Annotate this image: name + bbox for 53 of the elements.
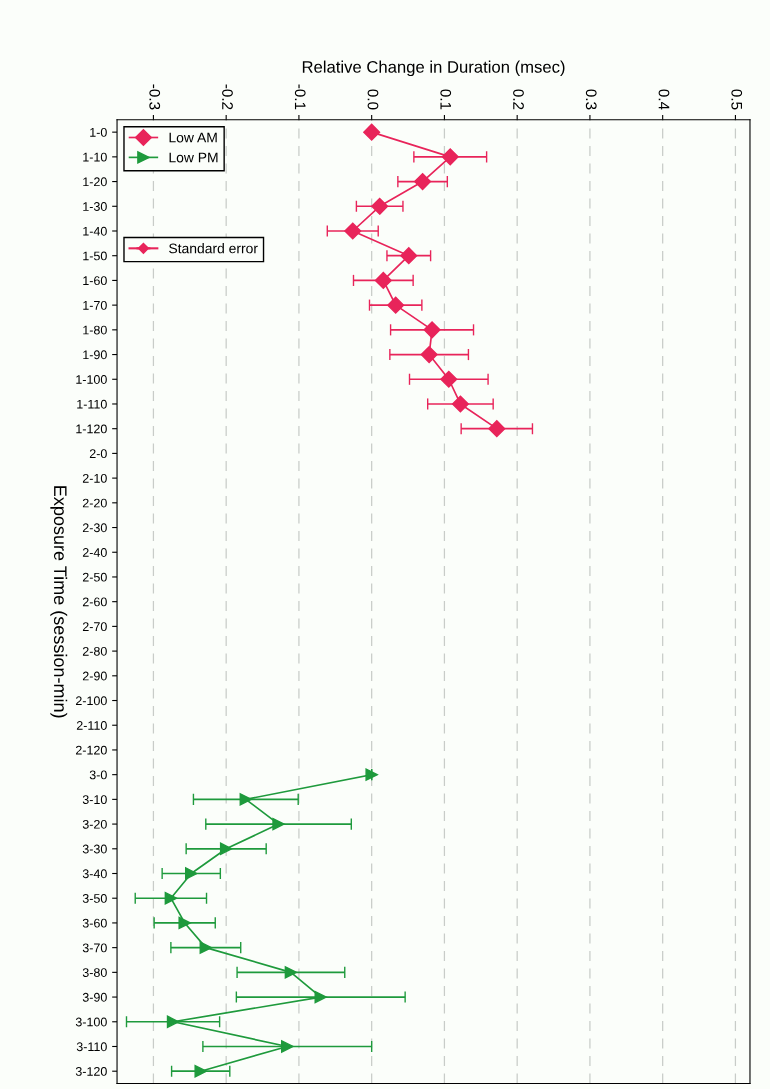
y-tick-label: 3-50 [82,894,107,903]
x-tick-label: -0.1 [294,84,306,110]
y-tick-label: 2-0 [89,449,107,459]
y-tick-label: 2-100 [75,696,107,706]
y-tick-label: 2-70 [82,622,107,632]
y-tick-label: 1-80 [83,325,107,335]
y-tick-label: 3-110 [76,1042,107,1052]
y-tick-label: 2-110 [76,721,107,730]
y-tick-label: 1-90 [83,350,107,360]
y-tick-label: 3-100 [75,1017,107,1027]
y-tick-label: 3-10 [82,795,107,805]
y-tick-label: 3-80 [82,968,107,977]
y-tick-label: 1-100 [76,375,107,384]
x-tick-label: 0.0 [367,89,379,110]
y-tick-label: 3-60 [82,918,107,928]
y-tick-label: 1-30 [83,202,107,211]
y-tick-label: 1-120 [76,424,107,434]
y-tick-label: 1-70 [83,300,107,310]
y-tick-label: 3-70 [82,943,107,953]
y-tick-label: 2-120 [75,745,107,755]
y-tick-label: 2-20 [82,498,107,508]
y-tick-label: 3-0 [89,770,107,780]
y-tick-label: 3-40 [82,869,107,879]
y-tick-label: 1-50 [83,251,107,261]
x-tick-label: 0.1 [440,89,452,110]
x-tick-label: 0.3 [585,89,597,110]
y-tick-label: 3-90 [82,992,107,1002]
y-tick-label: 1-40 [83,226,107,236]
y-tick-label: 1-20 [83,177,107,187]
y-tick-label: 2-30 [82,523,107,533]
legend-label: Low PM [169,152,218,163]
x-axis-title: Relative Change in Duration (msec) [302,60,565,77]
x-tick-label: 0.4 [658,89,670,110]
x-tick-label: 0.2 [513,89,524,110]
y-tick-label: 3-30 [82,844,107,854]
y-tick-label: 2-10 [82,473,107,483]
y-tick-label: 2-50 [82,572,107,582]
annotation: Standard error [169,243,258,254]
y-tick-label: 1-10 [83,152,107,162]
y-axis-title: Exposure Time (session-min) [50,486,68,718]
y-tick-label: 3-20 [82,819,107,829]
y-tick-label: 1-0 [90,127,107,137]
y-tick-label: 3-120 [75,1067,107,1076]
y-tick-label: 1-60 [83,276,107,286]
x-tick-label: -0.3 [149,84,161,110]
y-tick-label: 1-110 [77,399,107,409]
y-tick-label: 2-40 [82,548,107,557]
y-tick-label: 2-60 [82,597,107,607]
x-tick-label: 0.5 [731,89,743,110]
x-tick-label: -0.2 [222,84,233,110]
y-tick-label: 2-80 [82,646,107,656]
y-tick-label: 2-90 [82,671,107,681]
legend-label: Low AM [169,132,217,143]
